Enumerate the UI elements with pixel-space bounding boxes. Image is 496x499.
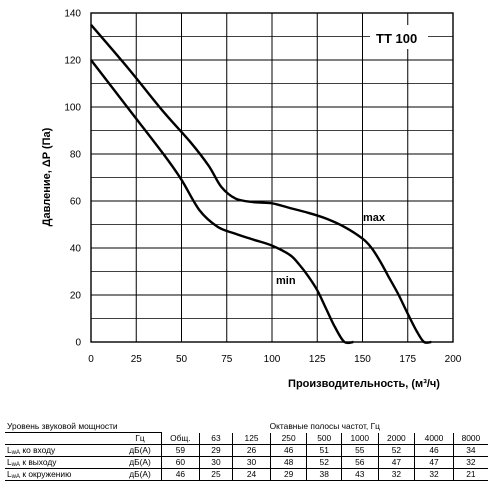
y-tick-label: 40 <box>70 244 82 255</box>
series-line-min <box>90 59 354 345</box>
table-column-header: 125 <box>232 432 271 445</box>
table-column-header: Общ. <box>161 432 200 445</box>
table-cell: 30 <box>198 456 233 469</box>
table-cell: 46 <box>414 444 454 457</box>
x-tick-label: 125 <box>309 354 326 365</box>
x-tick-label: 200 <box>445 354 462 365</box>
table-cell: 46 <box>161 468 200 481</box>
table-cell: 47 <box>377 456 415 469</box>
table-corner <box>5 432 119 445</box>
y-tick-label: 100 <box>64 103 81 114</box>
table-column-header: 500 <box>306 432 342 445</box>
table-cell: 30 <box>232 456 271 469</box>
y-tick-label: 80 <box>70 150 82 161</box>
table-row: LwA к окружению дБ(А) 46 25 24 29 38 43 32 32 21 <box>5 468 488 481</box>
table-row: LwA ко входу дБ(А) 59 29 26 46 51 55 52 46 34 <box>5 444 488 457</box>
table-cell: 32 <box>414 468 454 481</box>
table-cell: 52 <box>377 444 415 457</box>
x-tick-label: 50 <box>176 354 188 365</box>
table-cell: 25 <box>198 468 233 481</box>
table-column-header: 4000 <box>414 432 454 445</box>
x-tick-label: 25 <box>131 354 143 365</box>
table-unit-header: Гц <box>118 432 162 445</box>
table-cell: 29 <box>198 444 233 457</box>
table-column-header: 8000 <box>452 432 488 445</box>
y-tick-label: 0 <box>75 338 81 349</box>
row-unit: дБ(А) <box>118 456 162 469</box>
x-tick-label: 100 <box>264 354 281 365</box>
table-cell: 29 <box>269 468 307 481</box>
table-row: LwA к выходу дБ(А) 60 30 30 48 52 56 47 47 32 <box>5 456 488 469</box>
table-cell: 56 <box>340 456 379 469</box>
table-cell: 51 <box>306 444 342 457</box>
row-unit: дБ(А) <box>118 468 162 481</box>
table-cell: 38 <box>306 468 342 481</box>
y-tick-label: 20 <box>70 291 82 302</box>
row-label: LwA к выходу <box>5 456 119 469</box>
table-cell: 32 <box>452 456 488 469</box>
table-cell: 55 <box>340 444 379 457</box>
y-tick-label: 140 <box>64 9 81 20</box>
model-label-box <box>370 25 428 49</box>
table-column-header: 1000 <box>340 432 379 445</box>
sound-power-table: Уровень звуковой мощности Октавные полос… <box>5 421 488 481</box>
y-tick-label: 60 <box>70 197 82 208</box>
series-label-min: min <box>276 275 296 287</box>
table-cell: 48 <box>269 456 307 469</box>
chart-curves <box>90 24 432 345</box>
table-cell: 47 <box>414 456 454 469</box>
x-tick-label: 75 <box>221 354 233 365</box>
table-column-header: 63 <box>198 432 233 445</box>
table-cell: 52 <box>306 456 342 469</box>
x-tick-label: 0 <box>88 354 94 365</box>
table-title-right: Октавные полосы частот, Гц <box>269 421 380 432</box>
table-header-row: Гц Общ. 63 125 250 500 1000 2000 4000 8000 <box>5 432 488 445</box>
y-axis-title: Давление, ΔP (Па) <box>41 127 53 226</box>
table-cell: 24 <box>232 468 271 481</box>
row-label: LwA к окружению <box>5 468 119 481</box>
row-unit: дБ(А) <box>118 444 162 457</box>
series-line-max <box>90 24 432 344</box>
x-axis-title: Производительность, (м³/ч) <box>288 378 440 390</box>
model-label: TT 100 <box>376 31 417 46</box>
table-cell: 60 <box>161 456 200 469</box>
row-label: LwA ко входу <box>5 444 119 457</box>
pressure-flow-chart: 0 25 50 75 100 125 150 175 200 0 20 40 60 80 100 120 140… <box>41 9 462 391</box>
table-title-left: Уровень звуковой мощности <box>5 421 162 433</box>
table-cell: 21 <box>452 468 488 481</box>
chart-ticks: 0 25 50 75 100 125 150 175 200 0 20 40 60 80 100 120 140 <box>64 9 461 366</box>
table-cell: 43 <box>340 468 379 481</box>
table-cell: 34 <box>452 444 488 457</box>
series-label-max: max <box>363 212 386 224</box>
table-column-header: 250 <box>269 432 307 445</box>
table-cell: 32 <box>377 468 415 481</box>
table-column-header: 2000 <box>377 432 415 445</box>
plot-frame <box>90 12 454 343</box>
table-cell: 59 <box>161 444 200 457</box>
x-tick-label: 175 <box>399 354 416 365</box>
table-cell: 26 <box>232 444 271 457</box>
y-tick-label: 120 <box>64 56 81 67</box>
x-tick-label: 150 <box>354 354 371 365</box>
table-cell: 46 <box>269 444 307 457</box>
